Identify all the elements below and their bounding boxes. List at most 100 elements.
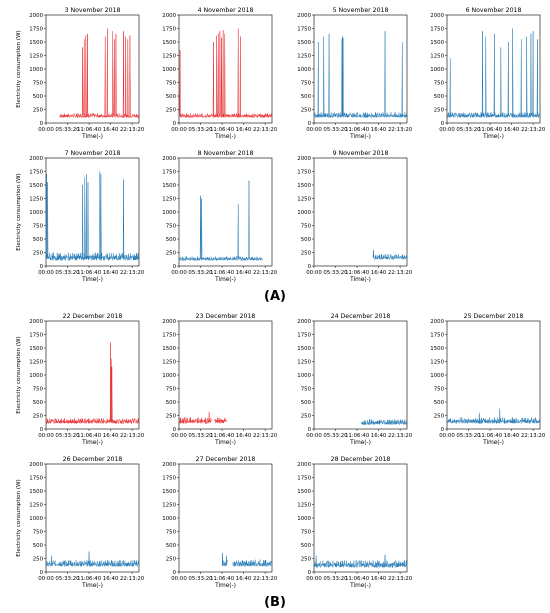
y-tick-label: 250 — [301, 251, 312, 257]
y-tick-label: 1250 — [29, 360, 43, 366]
y-tick-label: 1750 — [29, 333, 43, 339]
x-tick-label: 11:06:40 — [77, 270, 102, 276]
y-tick-label: 1250 — [29, 503, 43, 509]
chart-title: 27 December 2018 — [196, 456, 256, 463]
y-tick-label: 1000 — [162, 516, 176, 522]
y-axis-label: Electricity consumption (W) — [16, 479, 22, 556]
y-tick-label: 1500 — [162, 346, 176, 352]
x-tick-label: 05:33:20 — [323, 127, 348, 133]
x-tick-label: 05:33:20 — [456, 433, 481, 439]
data-spike — [224, 33, 226, 116]
y-tick-label: 250 — [33, 251, 44, 257]
data-spike — [317, 41, 319, 116]
x-tick-label: 16:40 — [103, 270, 119, 276]
data-spike — [104, 36, 106, 116]
data-spike — [83, 39, 85, 116]
data-spike — [512, 28, 514, 116]
y-tick-label: 1250 — [29, 54, 43, 60]
data-spike — [225, 555, 228, 565]
y-tick-label: 1500 — [430, 40, 444, 46]
x-tick-label: 16:40 — [236, 433, 252, 439]
x-tick-label: 11:06:40 — [210, 270, 235, 276]
x-tick-label: 00:00 — [306, 576, 322, 582]
data-spike — [50, 555, 53, 565]
y-tick-label: 750 — [434, 81, 445, 87]
y-tick-label: 1750 — [162, 170, 176, 176]
y-tick-label: 750 — [301, 387, 312, 393]
chart-panel: 27 December 2018 0 250 500 750 1000 1250 1500 17… — [162, 456, 278, 589]
y-tick-label: 250 — [301, 557, 312, 563]
data-spike — [85, 35, 87, 116]
y-tick-label: 2000 — [297, 462, 311, 468]
data-spike — [315, 555, 317, 566]
y-tick-label: 2000 — [29, 319, 43, 325]
series-line — [178, 256, 264, 261]
x-tick-label: 05:33:20 — [323, 270, 348, 276]
y-tick-label: 2000 — [297, 13, 311, 19]
y-tick-label: 750 — [166, 387, 177, 393]
y-tick-label: 2000 — [297, 156, 311, 162]
plot-frame — [178, 463, 273, 573]
x-tick-label: 22:13:20 — [521, 433, 546, 439]
x-tick-label: 22:13:20 — [253, 270, 278, 276]
series-line — [361, 419, 408, 425]
y-tick-label: 1000 — [297, 516, 311, 522]
x-tick-label: 11:06:40 — [478, 433, 503, 439]
y-tick-label: 0 — [441, 121, 445, 127]
y-tick-label: 2000 — [430, 13, 444, 19]
y-axis-label: Electricity consumption (W) — [16, 336, 22, 413]
x-tick-label: 11:06:40 — [345, 576, 370, 582]
y-tick-label: 1000 — [430, 373, 444, 379]
x-tick-label: 00:00 — [439, 127, 455, 133]
y-tick-label: 1750 — [297, 170, 311, 176]
plot-frame — [313, 157, 408, 267]
plot-frame — [45, 320, 140, 430]
x-tick-label: 22:13:20 — [521, 127, 546, 133]
chart-panel: 28 December 2018 0 250 500 750 1000 1250 1500 17… — [297, 456, 413, 589]
data-spike — [217, 33, 219, 116]
data-spike — [499, 408, 501, 422]
y-tick-label: 2000 — [29, 462, 43, 468]
y-tick-label: 750 — [33, 224, 44, 230]
x-tick-label: 16:40 — [103, 127, 119, 133]
y-tick-label: 1250 — [162, 503, 176, 509]
data-spike — [199, 195, 202, 259]
chart-title: 4 November 2018 — [198, 7, 254, 14]
y-tick-label: 1500 — [297, 489, 311, 495]
data-spike — [221, 553, 224, 565]
x-tick-label: 11:06:40 — [478, 127, 503, 133]
x-tick-label: 05:33:20 — [55, 576, 80, 582]
data-spike — [113, 39, 115, 116]
y-tick-label: 1750 — [162, 476, 176, 482]
x-tick-label: 16:40 — [103, 433, 119, 439]
y-tick-label: 500 — [33, 543, 44, 549]
data-spike — [208, 411, 210, 422]
y-tick-label: 750 — [33, 530, 44, 536]
data-spike — [129, 35, 131, 116]
y-tick-label: 500 — [166, 543, 177, 549]
y-tick-label: 2000 — [29, 156, 43, 162]
data-spike — [85, 174, 88, 259]
y-tick-label: 1000 — [297, 210, 311, 216]
x-tick-label: 22:13:20 — [253, 576, 278, 582]
x-axis-label: Time(-) — [214, 440, 236, 446]
x-tick-label: 22:13:20 — [388, 127, 413, 133]
chart-title: 9 November 2018 — [333, 150, 389, 157]
series-line — [446, 416, 541, 424]
chart-panel: 8 November 2018 0 250 500 750 1000 1250 1500 175… — [162, 150, 278, 283]
x-axis-label: Time(-) — [214, 583, 236, 589]
x-tick-label: 00:00 — [38, 576, 54, 582]
data-spike — [237, 28, 239, 116]
data-spike — [237, 203, 239, 259]
y-tick-label: 1500 — [430, 346, 444, 352]
data-spike — [478, 412, 480, 422]
y-tick-label: 1250 — [297, 360, 311, 366]
x-axis-label: Time(-) — [349, 134, 371, 140]
data-spike — [46, 182, 49, 259]
x-axis-label: Time(-) — [81, 583, 103, 589]
x-tick-label: 00:00 — [38, 433, 54, 439]
y-tick-label: 1250 — [297, 54, 311, 60]
y-tick-label: 1750 — [29, 170, 43, 176]
series-line — [45, 417, 140, 424]
x-tick-label: 05:33:20 — [188, 127, 213, 133]
